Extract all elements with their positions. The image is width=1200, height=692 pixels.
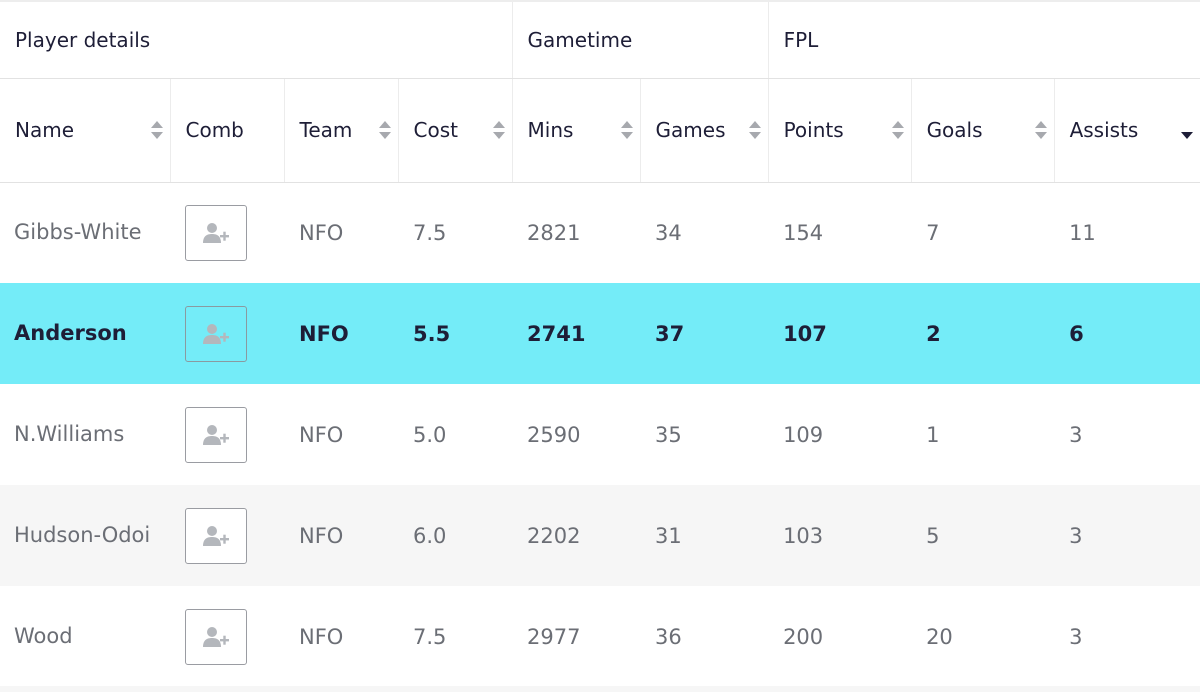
column-header-cost[interactable]: Cost <box>398 78 513 183</box>
add-to-comb-button[interactable] <box>185 305 247 362</box>
cell-team: NFO <box>299 624 344 649</box>
column-header-label: Cost <box>413 118 458 142</box>
column-header-label: Points <box>783 118 844 142</box>
cell-cost: 7.5 <box>413 220 447 245</box>
cell-mins: 2741 <box>512 283 641 384</box>
column-header-name[interactable]: Name <box>0 78 171 183</box>
sort-arrows-icon[interactable] <box>378 118 392 142</box>
cell-assists: 3 <box>1069 624 1083 649</box>
table-row[interactable]: N.Williams NFO 5.0 2590 35 109 1 3 <box>0 384 1200 485</box>
column-group-player-details: Player details <box>0 0 513 79</box>
sort-arrows-icon[interactable] <box>492 118 506 142</box>
cell-cost: 6.0 <box>398 485 513 586</box>
cell-goals: 2 <box>911 283 1055 384</box>
cell-games: 37 <box>640 283 769 384</box>
cell-assists: 11 <box>1069 220 1096 245</box>
table-bottom-edge <box>0 686 1200 692</box>
column-header-points[interactable]: Points <box>768 78 912 183</box>
cell-team: NFO <box>299 220 344 245</box>
cell-name: Wood <box>14 624 73 648</box>
cell-name: N.Williams <box>14 422 125 446</box>
cell-cost: 5.0 <box>413 422 447 447</box>
cell-goals: 5 <box>911 485 1055 586</box>
column-header-goals[interactable]: Goals <box>911 78 1055 183</box>
cell-name: Hudson-Odoi <box>0 485 170 586</box>
sort-arrows-icon[interactable] <box>620 118 634 142</box>
cell-name: Anderson <box>0 283 170 384</box>
add-user-icon <box>203 323 229 344</box>
column-header-label: Assists <box>1069 118 1139 142</box>
cell-goals: 7 <box>926 220 940 245</box>
table-row[interactable]: Wood NFO 7.5 2977 36 200 20 3 <box>0 586 1200 687</box>
column-header-label: Name <box>15 118 75 142</box>
column-header-team[interactable]: Team <box>284 78 399 183</box>
column-header-comb: Comb <box>170 78 285 183</box>
cell-cost: 5.5 <box>398 283 513 384</box>
add-to-comb-button[interactable] <box>185 406 247 463</box>
cell-team: NFO <box>299 422 344 447</box>
cell-comb <box>170 182 284 283</box>
cell-points: 154 <box>783 220 824 245</box>
cell-comb <box>170 485 284 586</box>
add-to-comb-button[interactable] <box>185 608 247 665</box>
cell-comb <box>170 283 284 384</box>
column-group-row: Player details Gametime FPL <box>0 0 1200 79</box>
cell-goals: 1 <box>926 422 940 447</box>
column-header-row: Name Comb Team Cost Mins Games Points Goals Assi… <box>0 78 1200 183</box>
column-group-gametime: Gametime <box>512 0 769 79</box>
cell-cost: 7.5 <box>413 624 447 649</box>
cell-points: 109 <box>783 422 824 447</box>
cell-name: Gibbs-White <box>14 220 142 245</box>
add-to-comb-button[interactable] <box>185 204 247 261</box>
add-user-icon <box>203 424 229 445</box>
cell-points: 107 <box>768 283 912 384</box>
cell-games: 34 <box>655 220 682 245</box>
table-body: Gibbs-White NFO 7.5 2821 34 154 7 11 Anderson NFO… <box>0 182 1200 687</box>
sort-arrows-icon[interactable] <box>1034 118 1048 142</box>
cell-team: NFO <box>284 283 398 384</box>
cell-mins: 2590 <box>527 422 581 447</box>
column-header-games[interactable]: Games <box>640 78 769 183</box>
cell-team: NFO <box>284 485 398 586</box>
cell-mins: 2977 <box>527 624 581 649</box>
column-header-label: Goals <box>926 118 983 142</box>
cell-assists: 3 <box>1069 422 1083 447</box>
sort-arrows-icon[interactable] <box>150 118 164 142</box>
column-header-mins[interactable]: Mins <box>512 78 641 183</box>
sort-arrows-icon[interactable] <box>891 118 905 142</box>
table-row[interactable]: Gibbs-White NFO 7.5 2821 34 154 7 11 <box>0 182 1200 283</box>
add-user-icon <box>203 626 229 647</box>
table-row[interactable]: Hudson-Odoi NFO 6.0 2202 31 103 5 3 <box>0 485 1200 586</box>
column-group-fpl: FPL <box>768 0 1200 79</box>
cell-games: 35 <box>655 422 682 447</box>
cell-goals: 20 <box>926 624 953 649</box>
cell-games: 31 <box>640 485 769 586</box>
cell-comb <box>170 384 284 485</box>
cell-comb <box>170 586 284 687</box>
cell-mins: 2202 <box>512 485 641 586</box>
column-header-label: Games <box>655 118 726 142</box>
add-to-comb-button[interactable] <box>185 507 247 564</box>
cell-assists: 3 <box>1054 485 1200 586</box>
cell-points: 200 <box>783 624 824 649</box>
column-header-label: Comb <box>185 118 244 142</box>
sort-arrows-icon[interactable] <box>748 118 762 142</box>
column-header-label: Mins <box>527 118 574 142</box>
table-row[interactable]: Anderson NFO 5.5 2741 37 107 2 6 <box>0 283 1200 384</box>
add-user-icon <box>203 525 229 546</box>
column-header-label: Team <box>299 118 353 142</box>
column-header-assists[interactable]: Assists <box>1054 78 1200 183</box>
sort-desc-icon[interactable] <box>1180 118 1194 142</box>
cell-points: 103 <box>768 485 912 586</box>
cell-mins: 2821 <box>527 220 581 245</box>
cell-assists: 6 <box>1054 283 1200 384</box>
cell-games: 36 <box>655 624 682 649</box>
add-user-icon <box>203 222 229 243</box>
